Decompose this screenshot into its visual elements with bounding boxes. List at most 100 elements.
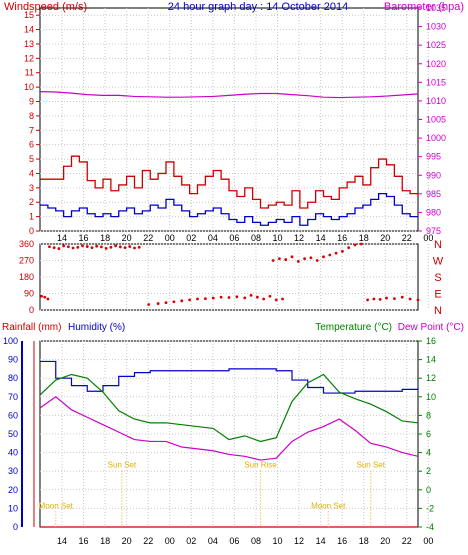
panel1-right-tick-label: 1015 (426, 77, 446, 87)
wind-direction-point (109, 245, 113, 249)
series-barometer (39, 91, 419, 99)
wind-direction-point (268, 294, 272, 298)
panel1-right-tick-label: 1000 (426, 133, 446, 143)
panel1-left-axis-label: Windspeed (m/s) (4, 1, 87, 13)
sun-moon-annotation: Sun Set (357, 460, 386, 469)
panel1-xtick-label: 20 (380, 233, 390, 243)
wind-direction-point (249, 293, 253, 297)
panel1-right-tick-label: 1030 (426, 22, 446, 32)
panel3-right-tick-label: 4 (426, 448, 431, 458)
panel1-right-tick-label: 1020 (426, 59, 446, 69)
panel3-xtick-label: 04 (208, 536, 218, 546)
panel1-left-tick-label: 0 (29, 226, 34, 236)
panel1-xtick-label: 00 (165, 233, 175, 243)
wind-direction-point (274, 298, 278, 302)
wind-direction-point (48, 245, 51, 249)
panel3-xtick-label: 22 (402, 536, 412, 546)
panel3-right-tick-label: 8 (426, 410, 431, 420)
wind-direction-point (118, 245, 122, 249)
panel1-left-tick-label: 2 (29, 197, 34, 207)
panel3-xtick-label: 14 (316, 536, 326, 546)
wind-direction-point (104, 247, 108, 250)
wind-direction-point (211, 296, 215, 300)
panel1-xtick-label: 22 (402, 233, 412, 243)
panel3-xtick-label: 00 (165, 536, 175, 546)
panel2-left-tick-label: 360 (19, 239, 34, 249)
panel1-left-tick-label: 13 (24, 39, 34, 49)
wind-direction-point (290, 255, 294, 259)
wind-direction-point (90, 246, 94, 250)
panel3-xtick-label: 06 (229, 536, 239, 546)
panel1-right-tick-label: 990 (426, 170, 441, 180)
wind-direction-point (43, 295, 47, 299)
panel1-left-tick-label: 6 (29, 140, 34, 150)
panel1-left-tick-label: 1 (29, 212, 34, 222)
wind-direction-point (81, 244, 84, 248)
wind-direction-point (347, 246, 351, 250)
panel3-left-tick-label: 90 (8, 355, 18, 365)
panel3-right-tick-label: 16 (426, 336, 436, 346)
panel1-xtick-label: 16 (337, 233, 347, 243)
wind-direction-point (40, 294, 43, 298)
wind-direction-point (180, 299, 184, 303)
wind-direction-point (137, 245, 141, 249)
panel3-xtick-label: 14 (57, 536, 67, 546)
panel3-rainfall-label: Rainfall (mm) (2, 322, 61, 333)
wind-direction-point (172, 300, 176, 304)
sun-moon-annotation: Moon Set (39, 501, 74, 510)
wind-direction-point (156, 302, 160, 305)
panel1-left-tick-label: 10 (24, 82, 34, 92)
wind-direction-point (408, 297, 412, 301)
panel3-xtick-label: 00 (423, 536, 433, 546)
panel1-xtick-label: 14 (57, 233, 67, 243)
wind-direction-point (164, 301, 168, 305)
wind-direction-point (114, 244, 117, 248)
wind-direction-point (296, 260, 300, 263)
wind-direction-point (278, 257, 281, 261)
panel1-xtick-label: 06 (229, 233, 239, 243)
panel1-right-tick-label: 995 (426, 152, 441, 162)
panel1-right-tick-label: 980 (426, 207, 441, 217)
wind-direction-point (353, 243, 357, 247)
panel1-left-tick-label: 8 (29, 111, 34, 121)
panel3-xtick-label: 10 (272, 536, 282, 546)
panel3-xtick-label: 02 (186, 536, 196, 546)
panel1-right-tick-label: 985 (426, 189, 441, 199)
wind-direction-point (66, 245, 70, 249)
panel3-right-tick-label: -4 (426, 522, 434, 532)
wind-direction-point (315, 259, 319, 262)
panel1-xtick-label: 18 (359, 233, 369, 243)
panel1-xtick-label: 20 (122, 233, 132, 243)
panel3-left-tick-label: 80 (8, 373, 18, 383)
wind-direction-point (95, 244, 99, 248)
panel1-right-tick-label: 1010 (426, 96, 446, 106)
panel3-right-tick-label: 2 (426, 466, 431, 476)
panel1-xtick-label: 22 (143, 233, 153, 243)
panel3-xtick-label: 16 (79, 536, 89, 546)
panel3-right-tick-label: 10 (426, 392, 436, 402)
wind-direction-point (400, 295, 404, 299)
panel3-left-tick-label: 10 (8, 503, 18, 513)
wind-direction-point (133, 246, 136, 250)
sun-moon-annotation: Sun Set (108, 460, 137, 469)
wind-direction-point (71, 246, 75, 250)
wind-direction-point (328, 253, 332, 257)
panel2-compass-label: E (434, 289, 441, 301)
panel3-right-tick-label: 6 (426, 429, 431, 439)
panel1-left-tick-label: 14 (24, 25, 34, 35)
panel1-left-tick-label: 11 (25, 68, 34, 78)
wind-direction-point (76, 245, 80, 249)
wind-direction-point (322, 255, 325, 259)
panel2-compass-label: N (434, 305, 442, 317)
wind-direction-point (281, 297, 284, 301)
panel1-right-tick-label: 1035 (426, 3, 446, 13)
wind-direction-point (57, 247, 61, 250)
series-wind-gust (40, 155, 419, 209)
panel1-xtick-label: 10 (272, 233, 282, 243)
panel3-xtick-label: 20 (380, 536, 390, 546)
wind-direction-point (219, 295, 223, 299)
wind-direction-point (123, 246, 127, 250)
panel2-left-tick-label: 270 (19, 256, 34, 266)
panel3-xtick-label: 20 (122, 536, 132, 546)
wind-direction-point (341, 249, 344, 253)
